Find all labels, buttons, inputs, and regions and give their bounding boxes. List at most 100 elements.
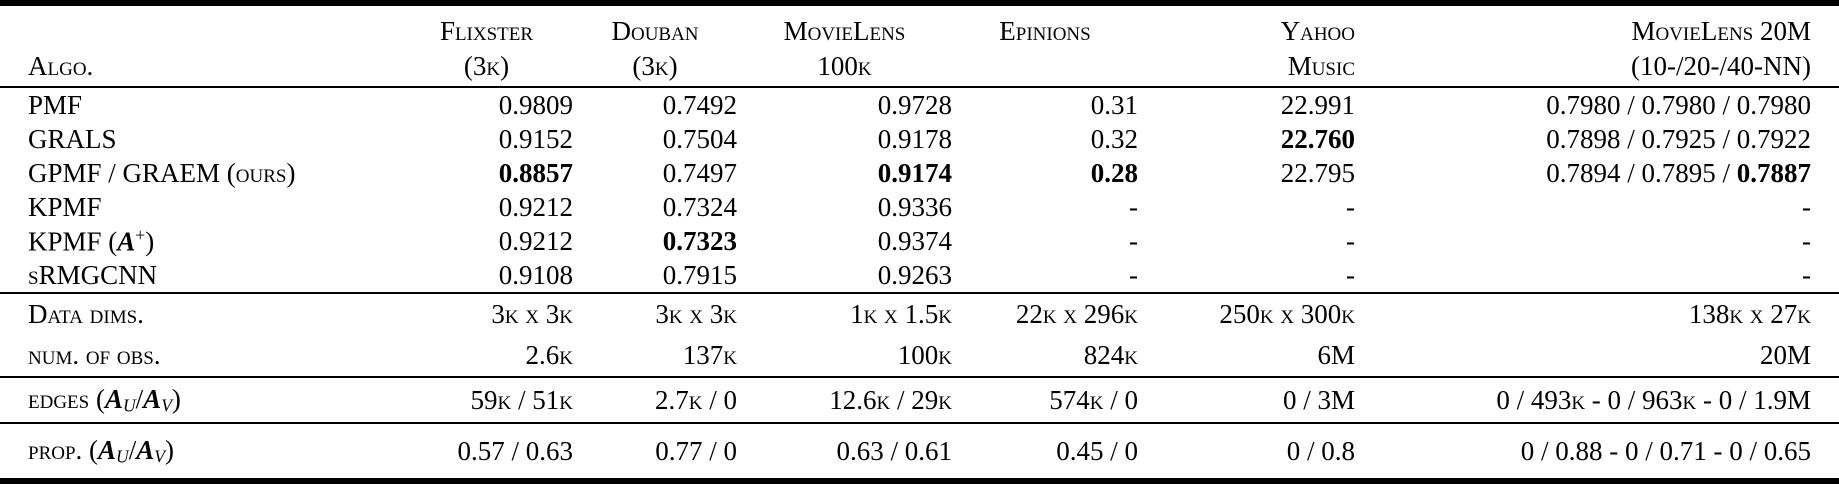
table-row-prop: prop. (AU/AV) 0.57 / 0.63 0.77 / 0 0.63 …	[0, 423, 1839, 481]
value-cell: -	[1346, 225, 1355, 256]
value-cell: 0.7894 / 0.7895 / 0.7887	[1546, 157, 1811, 188]
header-line2: Algo.	[28, 51, 94, 81]
value-cell: 0.7504	[662, 123, 737, 154]
header-cell-douban: Douban (3k)	[573, 3, 737, 87]
header-line2: 100k	[817, 51, 872, 81]
header-cell-flixster: Flixster (3k)	[400, 3, 573, 87]
row-label: GPMF / GRAEM (ours)	[28, 157, 296, 188]
row-label: sRMGCNN	[28, 259, 158, 290]
value-cell: -	[1129, 259, 1138, 290]
value-cell: 22.760	[1280, 123, 1355, 154]
header-line2: (10-/20-/40-NN)	[1631, 51, 1811, 81]
header-line1: MovieLens	[783, 16, 906, 46]
value-cell: 0.7898 / 0.7925 / 0.7922	[1546, 123, 1811, 154]
value-cell: -	[1802, 259, 1811, 290]
value-cell: 20M	[1759, 340, 1811, 370]
value-cell: 250k x 300k	[1219, 299, 1355, 329]
value-cell: 0.28	[1090, 157, 1138, 188]
value-cell: 0.31	[1090, 89, 1138, 120]
row-label: Data dims.	[28, 299, 144, 329]
value-cell: 824k	[1083, 340, 1138, 370]
value-cell: -	[1802, 191, 1811, 222]
table-row-gpmf-graem: GPMF / GRAEM (ours) 0.8857 0.7497 0.9174…	[0, 156, 1839, 190]
value-cell: 0.7492	[662, 89, 737, 120]
row-label: KPMF (A+)	[28, 224, 155, 257]
row-label: prop. (AU/AV)	[28, 434, 174, 467]
table-row-grals: GRALS 0.9152 0.7504 0.9178 0.32 22.760 0…	[0, 122, 1839, 156]
header-cell-movielens100k: MovieLens 100k	[737, 3, 952, 87]
value-cell: -	[1346, 191, 1355, 222]
header-row: Algo. Flixster (3k) Douban (3k) MovieLen…	[0, 3, 1839, 87]
section-data-dimensions: Data dims. 3k x 3k 3k x 3k 1k x 1.5k 22k…	[0, 293, 1839, 377]
value-cell: 574k / 0	[1049, 384, 1138, 415]
header-line2: (3k)	[632, 51, 678, 81]
header-cell-movielens20m: MovieLens 20M (10-/20-/40-NN)	[1355, 3, 1839, 87]
value-cell: -	[1802, 225, 1811, 256]
header-line1: MovieLens 20M	[1631, 16, 1811, 46]
value-cell: 0.7323	[662, 225, 737, 256]
value-cell: 0.9336	[877, 191, 952, 222]
table-row-data-dims: Data dims. 3k x 3k 3k x 3k 1k x 1.5k 22k…	[0, 293, 1839, 335]
value-cell: 0.7497	[662, 157, 737, 188]
value-cell: 0.8857	[498, 157, 573, 188]
value-cell: 6M	[1317, 340, 1355, 370]
value-cell: 0.63 / 0.61	[836, 435, 952, 466]
value-cell: 22k x 296k	[1015, 299, 1138, 329]
table-row-kpmf: KPMF 0.9212 0.7324 0.9336 - - -	[0, 190, 1839, 224]
header-cell-yahoo-music: Yahoo Music	[1138, 3, 1355, 87]
value-cell: 0.9263	[877, 259, 952, 290]
value-cell: 0 / 3M	[1282, 384, 1355, 415]
header-line1: Yahoo	[1280, 16, 1355, 46]
value-cell: 0.7915	[662, 259, 737, 290]
value-cell: 1k x 1.5k	[850, 299, 952, 329]
header-cell-algo: Algo.	[0, 3, 400, 87]
value-cell: 0.9152	[498, 123, 573, 154]
header-cell-epinions: Epinions	[952, 3, 1138, 87]
header-line2: (3k)	[463, 51, 510, 81]
table-row-pmf: PMF 0.9809 0.7492 0.9728 0.31 22.991 0.7…	[0, 87, 1839, 122]
value-cell: 2.7k / 0	[655, 384, 737, 415]
value-cell: 0.9728	[877, 89, 952, 120]
row-label: KPMF	[28, 191, 102, 222]
row-label: PMF	[28, 89, 83, 120]
value-cell: 0.32	[1090, 123, 1138, 154]
value-cell: 12.6k / 29k	[829, 384, 952, 415]
value-cell: 0.9212	[498, 225, 573, 256]
header-line2	[952, 49, 1138, 84]
value-cell: -	[1129, 191, 1138, 222]
section-graph-edges: edges (AU/AV) 59k / 51k 2.7k / 0 12.6k /…	[0, 377, 1839, 423]
row-label: edges (AU/AV)	[28, 383, 181, 416]
row-label: num. of obs.	[28, 340, 161, 370]
value-cell: -	[1346, 259, 1355, 290]
header-line1: Flixster	[439, 16, 534, 46]
value-cell: 22.991	[1280, 89, 1355, 120]
value-cell: 137k	[682, 340, 737, 370]
value-cell: 2.6k	[525, 340, 573, 370]
value-cell: 3k x 3k	[655, 299, 737, 329]
value-cell: 0.9374	[877, 225, 952, 256]
header-line2: Music	[1287, 51, 1355, 81]
header-line1: Epinions	[999, 16, 1091, 46]
value-cell: 3k x 3k	[491, 299, 573, 329]
value-cell: 0.9108	[498, 259, 573, 290]
value-cell: -	[1129, 225, 1138, 256]
value-cell: 0.9178	[877, 123, 952, 154]
row-label: GRALS	[28, 123, 117, 154]
value-cell: 0.9809	[498, 89, 573, 120]
value-cell: 0.9174	[877, 157, 952, 188]
value-cell: 0.9212	[498, 191, 573, 222]
table-header: Algo. Flixster (3k) Douban (3k) MovieLen…	[0, 3, 1839, 87]
value-cell: 0 / 0.8	[1286, 435, 1355, 466]
value-cell: 0.7980 / 0.7980 / 0.7980	[1546, 89, 1811, 120]
table-row-edges: edges (AU/AV) 59k / 51k 2.7k / 0 12.6k /…	[0, 377, 1839, 423]
value-cell: 0.7324	[662, 191, 737, 222]
value-cell: 138k x 27k	[1688, 299, 1811, 329]
value-cell: 0 / 0.88 - 0 / 0.71 - 0 / 0.65	[1520, 435, 1811, 466]
section-graph-proportion: prop. (AU/AV) 0.57 / 0.63 0.77 / 0 0.63 …	[0, 423, 1839, 481]
value-cell: 0.77 / 0	[655, 435, 737, 466]
value-cell: 59k / 51k	[470, 384, 573, 415]
header-line1: Douban	[611, 16, 699, 46]
table-row-num-obs: num. of obs. 2.6k 137k 100k 824k 6M 20M	[0, 335, 1839, 377]
